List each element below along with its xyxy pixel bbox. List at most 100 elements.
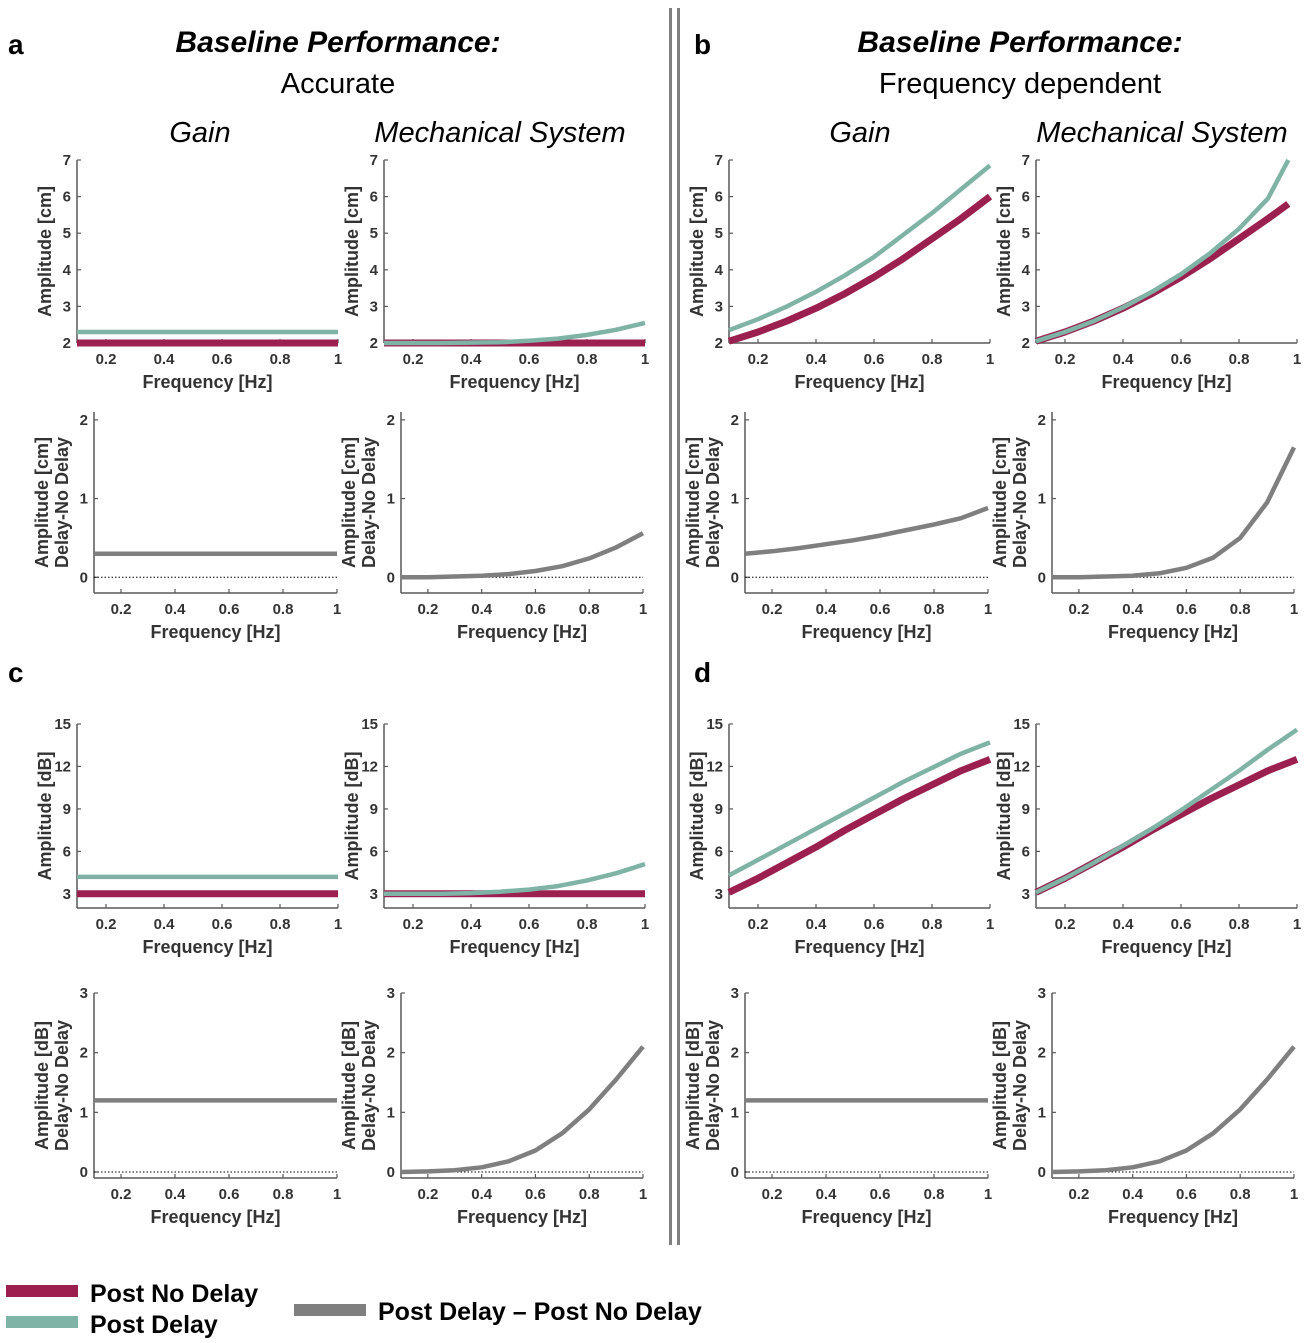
x-tick-label: 0.6 xyxy=(1176,601,1197,618)
x-tick-label: 0.6 xyxy=(525,1186,546,1203)
y-tick-label: 3 xyxy=(1022,298,1030,315)
y-tick-label: 0 xyxy=(80,569,88,586)
series-line-post-delay-post-no-delay xyxy=(744,505,989,556)
y-tick-label: 1 xyxy=(731,1104,739,1121)
y-tick-label: 0 xyxy=(731,1164,739,1181)
x-axis-label: Frequency [Hz] xyxy=(1101,372,1231,392)
chart-b-gain-diff: 0.2 0.4 0.6 0.8 1 0 1 2 Frequency [Hz] Amplitude … xyxy=(683,412,992,642)
y-tick-label: 2 xyxy=(715,335,723,352)
x-tick-label: 0.4 xyxy=(165,601,187,618)
x-tick-label: 0.6 xyxy=(212,351,233,368)
series-line-post-delay xyxy=(384,861,646,897)
x-tick-label: 0.8 xyxy=(273,601,294,618)
x-tick-label: 0.4 xyxy=(461,916,483,933)
chart-a-gain-diff: 0.2 0.4 0.6 0.8 1 0 1 2 Frequency [Hz] Amplitude … xyxy=(32,412,341,642)
chart-c-gain-diff: 0.2 0.4 0.6 0.8 1 0 1 2 3 Frequency [Hz] Amplitude… xyxy=(32,985,341,1227)
x-axis-label: Frequency [Hz] xyxy=(801,622,931,642)
y-tick-label: 2 xyxy=(80,412,88,429)
x-tick-label: 0.2 xyxy=(1055,916,1076,933)
chart-b-mech: 0.2 0.4 0.6 0.8 1 2 3 4 5 6 7 Frequency [Hz] Amplitu… xyxy=(994,152,1301,392)
y-tick-label: 1 xyxy=(731,491,739,508)
x-axis-label: Frequency [Hz] xyxy=(794,372,924,392)
y-tick-label: 12 xyxy=(706,758,723,775)
x-tick-label: 1 xyxy=(984,1186,992,1203)
x-tick-label: 1 xyxy=(333,601,341,618)
chart-a-mech: 0.2 0.4 0.6 0.8 1 2 3 4 5 6 7 Frequency [Hz] Amplitu… xyxy=(342,152,649,392)
y-axis-label: Delay-No Delay xyxy=(1010,437,1030,568)
y-tick-label: 9 xyxy=(1022,801,1030,818)
y-tick-label: 5 xyxy=(63,225,71,242)
x-axis-label: Frequency [Hz] xyxy=(801,1207,931,1227)
divider-line-right xyxy=(677,8,680,1245)
x-tick-label: 0.6 xyxy=(519,916,540,933)
y-tick-label: 6 xyxy=(63,843,71,860)
x-tick-label: 1 xyxy=(986,351,994,368)
chart-a-mech-diff: 0.2 0.4 0.6 0.8 1 0 1 2 Frequency [Hz] Amplitude … xyxy=(339,412,647,642)
x-tick-label: 0.4 xyxy=(165,1186,187,1203)
y-tick-label: 3 xyxy=(80,985,88,1002)
y-axis-label: Amplitude [dB] xyxy=(32,1021,52,1150)
x-tick-label: 0.8 xyxy=(1230,601,1251,618)
series-line-post-delay xyxy=(727,740,991,878)
y-axis-label: Delay-No Delay xyxy=(52,1020,72,1151)
panel-a-title: Baseline Performance: xyxy=(175,26,500,59)
x-tick-label: 0.8 xyxy=(1230,1186,1251,1203)
y-tick-label: 3 xyxy=(1022,886,1030,903)
y-tick-label: 12 xyxy=(54,758,71,775)
y-tick-label: 7 xyxy=(63,152,71,169)
series-line-post-no-delay xyxy=(727,193,993,345)
y-tick-label: 2 xyxy=(80,1045,88,1062)
y-axis-label: Delay-No Delay xyxy=(1010,1020,1030,1151)
series-line-post-delay-post-no-delay xyxy=(401,531,645,580)
x-tick-label: 0.6 xyxy=(870,601,891,618)
x-tick-label: 0.6 xyxy=(219,1186,240,1203)
x-tick-label: 0.2 xyxy=(111,601,132,618)
y-tick-label: 9 xyxy=(370,801,378,818)
x-tick-label: 0.2 xyxy=(762,1186,783,1203)
x-tick-label: 0.6 xyxy=(525,601,546,618)
y-tick-label: 15 xyxy=(361,716,378,733)
x-tick-label: 1 xyxy=(334,351,342,368)
y-tick-label: 7 xyxy=(1022,152,1030,169)
y-tick-label: 6 xyxy=(370,843,378,860)
legend-swatch-post-no-delay xyxy=(6,1285,78,1297)
x-tick-label: 0.2 xyxy=(762,601,783,618)
series-line-post-no-delay xyxy=(1034,201,1291,345)
panel-letter-d: d xyxy=(694,657,711,688)
chart-d-gain: 0.2 0.4 0.6 0.8 1 3 6 9 12 15 Frequency [Hz] Amplit… xyxy=(687,716,994,957)
y-tick-label: 12 xyxy=(361,758,378,775)
y-axis-label: Delay-No Delay xyxy=(52,437,72,568)
divider-line-left xyxy=(669,8,672,1245)
y-tick-label: 1 xyxy=(1038,491,1046,508)
y-tick-label: 2 xyxy=(731,1045,739,1062)
y-tick-label: 5 xyxy=(370,225,378,242)
y-tick-label: 2 xyxy=(387,1045,395,1062)
panel-letter-b: b xyxy=(694,29,711,60)
y-tick-label: 4 xyxy=(370,262,379,279)
y-tick-label: 7 xyxy=(370,152,378,169)
x-tick-label: 0.2 xyxy=(748,916,769,933)
x-tick-label: 0.4 xyxy=(461,351,483,368)
x-tick-label: 0.6 xyxy=(1171,351,1192,368)
x-tick-label: 0.2 xyxy=(1055,351,1076,368)
y-axis-label: Amplitude [cm] xyxy=(990,437,1010,568)
x-tick-label: 0.2 xyxy=(403,351,424,368)
chart-c-mech: 0.2 0.4 0.6 0.8 1 3 6 9 12 15 Frequency [Hz] Amplit… xyxy=(342,716,649,957)
x-tick-label: 0.4 xyxy=(806,351,828,368)
x-tick-label: 0.6 xyxy=(864,351,885,368)
y-tick-label: 6 xyxy=(63,189,71,206)
x-tick-label: 1 xyxy=(334,916,342,933)
chart-d-mech: 0.2 0.4 0.6 0.8 1 3 6 9 12 15 Frequency [Hz] Amplit… xyxy=(994,716,1301,957)
y-tick-label: 4 xyxy=(1022,262,1031,279)
y-axis-label: Delay-No Delay xyxy=(359,1020,379,1151)
y-tick-label: 2 xyxy=(370,335,378,352)
series-line-post-delay xyxy=(728,163,992,333)
y-tick-label: 1 xyxy=(387,1104,395,1121)
legend-label-post-no-delay: Post No Delay xyxy=(90,1280,258,1308)
x-tick-label: 0.8 xyxy=(579,601,600,618)
x-tick-label: 1 xyxy=(1290,1186,1298,1203)
x-axis-label: Frequency [Hz] xyxy=(457,622,587,642)
x-axis-label: Frequency [Hz] xyxy=(1101,937,1231,957)
y-axis-label: Amplitude [dB] xyxy=(687,752,707,881)
x-tick-label: 0.4 xyxy=(471,1186,493,1203)
